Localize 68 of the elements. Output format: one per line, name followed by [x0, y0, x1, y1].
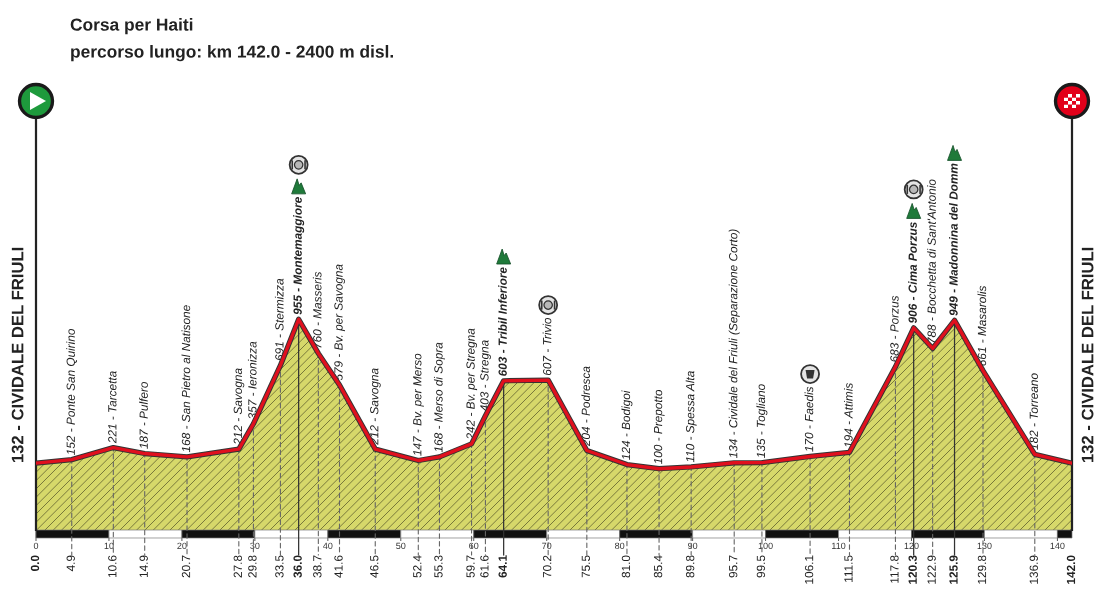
x-tick-label: 100	[758, 542, 773, 550]
x2-tick-label: 41.6	[334, 555, 343, 578]
x2-tick-label: 27.8	[233, 555, 242, 578]
x2-tick-label: 46.5	[370, 555, 379, 578]
x2-tick-label: 142.0	[1066, 555, 1076, 584]
data-label: 949 - Madonnina del Domm	[949, 163, 958, 316]
x-tick-label: 50	[396, 542, 406, 550]
x2-tick-label: 75.5	[581, 555, 590, 578]
data-label: 168 - Merso di Sopra	[433, 342, 445, 453]
data-label: 168 - San Pietro al Natisone	[181, 305, 191, 453]
data-label: 135 - Togliano	[756, 384, 768, 458]
x2-tick-label: 120.3	[908, 555, 917, 584]
data-label: 603 - Tribil Inferiore	[498, 267, 507, 376]
x-tick-label: 130	[977, 542, 992, 550]
data-label: 221 - Tarcetta	[108, 371, 117, 444]
chart-subtitle: percorso lungo: km 142.0 - 2400 m disl.	[71, 45, 393, 62]
x-tick-label: 40	[323, 542, 333, 550]
x-tick-label: 20	[177, 542, 187, 550]
x2-tick-label: 136.9	[1029, 555, 1038, 584]
data-label: 110 - Spessa Alta	[685, 371, 697, 463]
x2-tick-label: 129.8	[977, 555, 987, 584]
x2-tick-label: 117.8	[890, 555, 899, 583]
data-label: 170 - Faedis	[804, 386, 814, 452]
x2-tick-label: 89.8	[685, 555, 695, 578]
data-label: 124 - Bodigoi	[621, 390, 633, 460]
data-label: 132 - CIVIDALE DEL FRIULI	[1081, 247, 1094, 463]
x2-tick-label: 125.9	[949, 555, 958, 584]
data-label: 152 - Ponte San Quirino	[66, 328, 78, 455]
x-tick-label: 110	[832, 542, 846, 550]
x-tick-label: 80	[615, 542, 625, 550]
x2-tick-label: 14.9	[139, 555, 148, 578]
data-label: 955 - Montemaggiore	[293, 197, 305, 315]
x2-tick-label: 33.5	[275, 555, 284, 578]
x2-tick-label: 111.5	[844, 555, 853, 582]
x2-tick-label: 4.9	[66, 555, 75, 572]
x-tick-label: 70	[542, 542, 552, 550]
data-label: 906 - Cima Porzus	[908, 222, 917, 324]
x2-tick-label: 70.2	[542, 555, 552, 578]
x-tick-label: 30	[250, 542, 260, 550]
data-label: 132 - CIVIDALE DEL FRIULI	[11, 247, 24, 463]
x2-tick-label: 55.3	[434, 555, 443, 578]
x-tick-label: 10	[104, 542, 114, 550]
x2-tick-label: 99.5	[756, 555, 766, 578]
chart-title: Corsa per Haiti	[70, 18, 193, 35]
x2-tick-label: 81.0	[621, 555, 631, 578]
x2-tick-label: 85.4	[653, 555, 663, 578]
x2-tick-label: 52.4	[413, 555, 422, 578]
x2-tick-label: 59.7	[466, 555, 475, 578]
x2-tick-label: 61.6	[480, 555, 489, 578]
data-label: 788 - Bocchetta di Sant'Antonio	[927, 179, 936, 343]
x2-tick-label: 10.6	[108, 555, 117, 578]
data-label: 100 - Prepotto	[653, 389, 665, 465]
x2-tick-label: 36.0	[293, 555, 302, 578]
x-tick-label: 140	[1050, 542, 1065, 550]
x2-tick-label: 0.0	[30, 555, 40, 571]
x2-tick-label: 20.7	[181, 555, 191, 578]
x2-tick-label: 29.8	[248, 555, 257, 578]
x2-tick-label: 106.1	[804, 555, 814, 584]
data-label: 187 - Pulfero	[139, 381, 148, 449]
x2-tick-label: 64.1	[498, 555, 507, 578]
data-label: 134 - Cividale del Friuli (Separazione Corto)	[728, 229, 740, 459]
x-tick-label: 90	[688, 542, 698, 550]
x2-tick-label: 95.7	[729, 555, 738, 578]
x2-tick-label: 122.9	[927, 555, 936, 584]
x2-tick-label: 38.7	[313, 555, 322, 578]
x-tick-label: 0	[33, 542, 39, 550]
data-label: 607 - Trivio	[542, 317, 552, 376]
data-label: 147 - Bv. per Merso	[413, 353, 424, 456]
